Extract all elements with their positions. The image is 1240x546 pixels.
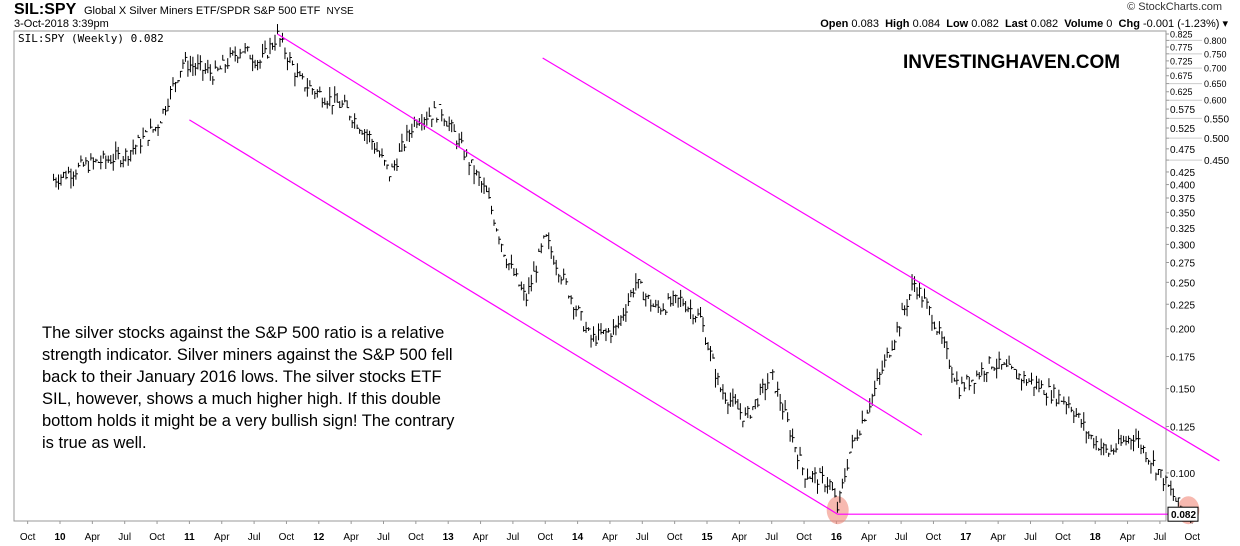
x-tick-label: 11 [184,532,195,543]
plot-frame [13,30,1167,522]
y-tick-label: 0.650 [1204,79,1227,89]
last-value: 0.082 [1030,18,1059,30]
x-tick-label: Oct [408,532,424,543]
trendline [189,119,839,515]
x-tick-label: Jul [507,532,520,543]
x-tick-label: Apr [85,532,101,543]
x-tick-label: Jul [377,532,390,543]
quote-stats: Open 0.083 High 0.084 Low 0.082 Last 0.0… [820,17,1228,30]
low-label: Low [946,18,969,30]
y-tick-label: 0.825 [1170,30,1193,40]
y-tick-label: 0.575 [1170,105,1195,116]
high-value: 0.084 [912,18,941,30]
y-tick-label: 0.600 [1204,96,1227,106]
security-name: Global X Silver Miners ETF/SPDR S&P 500 … [84,5,354,17]
x-tick-label: Apr [214,532,230,543]
y-tick-label: 0.275 [1170,259,1195,270]
chg-value[interactable]: -0.001 (-1.23%) ▾ [1142,18,1228,30]
trendline [277,33,923,436]
x-tick-label: Oct [149,532,165,543]
chart-legend: SIL:SPY (Weekly) 0.082 [18,32,164,45]
x-tick-label: Oct [926,532,942,543]
x-tick-label: 10 [54,532,66,543]
x-tick-label: Jul [118,532,131,543]
open-value: 0.083 [851,18,879,30]
price-bars [53,24,1193,524]
last-value-label: 0.082 [1171,510,1196,521]
y-tick-label: 0.300 [1170,240,1195,251]
y-tick-label: 0.700 [1204,64,1227,74]
y-tick-label: 0.800 [1204,36,1227,46]
y-tick-label: 0.225 [1170,300,1195,311]
x-tick-label: Jul [1024,532,1037,543]
x-tick-label: Jul [248,532,261,543]
x-tick-label: Oct [1055,532,1071,543]
y-tick-label: 0.350 [1170,208,1195,219]
x-tick-label: Apr [861,532,877,543]
source-credit: © StockCharts.com [1127,1,1222,13]
x-tick-label: Jul [895,532,908,543]
high-label: High [885,18,910,30]
y-tick-label: 0.525 [1170,124,1195,135]
x-tick-label: 15 [701,532,713,543]
y-tick-label: 0.375 [1170,194,1195,205]
volume-label: Volume [1064,18,1104,30]
x-tick-label: Jul [765,532,778,543]
low-value: 0.082 [971,18,999,30]
x-tick-label: 14 [572,532,584,543]
y-tick-label: 0.625 [1170,87,1193,97]
exchange: NYSE [326,6,354,17]
x-tick-label: Oct [279,532,295,543]
y-tick-label: 0.450 [1204,156,1229,167]
chart-date: 3-Oct-2018 3:39pm [14,18,109,30]
x-tick-label: Apr [602,532,618,543]
x-tick-label: 16 [831,532,843,543]
x-tick-label: 12 [313,532,325,543]
x-tick-label: Apr [990,532,1006,543]
y-tick-label: 0.425 [1170,168,1195,179]
y-tick-label: 0.200 [1170,325,1195,336]
volume-value: 0 [1106,18,1113,30]
x-tick-label: Oct [796,532,812,543]
y-tick-label: 0.750 [1204,49,1227,59]
watermark-brand: INVESTINGHAVEN.COM [903,52,1121,73]
last-value-box [1167,506,1199,522]
x-tick-label: Oct [667,532,683,543]
y-tick-label: 0.325 [1170,224,1195,235]
security-name-text: Global X Silver Miners ETF/SPDR S&P 500 … [84,5,321,17]
annotation-note: The silver stocks against the S&P 500 ra… [42,324,455,452]
x-tick-label: Jul [1154,532,1167,543]
y-tick-label: 0.550 [1204,114,1229,125]
x-tick-label: Oct [20,532,36,543]
symbol: SIL:SPY [14,1,77,18]
y-tick-label: 0.400 [1170,181,1195,192]
x-tick-label: Apr [732,532,748,543]
y-tick-label: 0.150 [1170,385,1195,396]
y-tick-label: 0.175 [1170,353,1195,364]
x-tick-label: 18 [1090,532,1102,543]
y-tick-label: 0.250 [1170,278,1195,289]
x-tick-label: 17 [960,532,972,543]
x-tick-label: Apr [473,532,489,543]
open-label: Open [820,18,849,30]
y-tick-label: 0.100 [1170,469,1195,480]
chg-label: Chg [1118,18,1140,30]
y-tick-label: 0.725 [1170,56,1193,66]
last-label: Last [1004,18,1028,30]
y-tick-label: 0.125 [1170,423,1195,434]
y-tick-label: 0.500 [1204,134,1229,145]
x-tick-label: Jul [636,532,649,543]
y-tick-label: 0.775 [1170,43,1193,53]
x-tick-label: Oct [537,532,553,543]
x-tick-label: Apr [1120,532,1136,543]
x-tick-label: Oct [1184,532,1200,543]
x-tick-label: Apr [343,532,359,543]
y-tick-label: 0.675 [1170,71,1193,81]
trendline [542,57,1220,462]
y-tick-label: 0.475 [1170,145,1195,156]
x-tick-label: 13 [443,532,455,543]
